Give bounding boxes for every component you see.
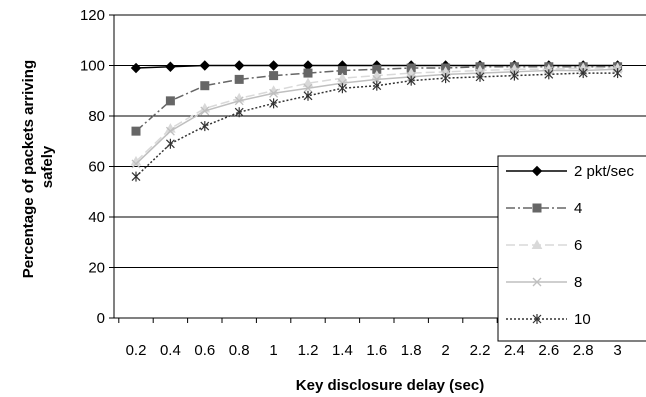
data-point	[199, 60, 211, 71]
data-point	[269, 88, 279, 98]
data-point	[544, 69, 554, 80]
x-tick-label: 2.6	[538, 342, 559, 359]
data-point	[131, 126, 141, 136]
x-tick-label: 1.2	[298, 342, 319, 359]
x-tick-label: 1.4	[332, 342, 353, 359]
legend-item: 6	[506, 237, 582, 254]
data-point	[337, 72, 348, 83]
y-tick-label: 100	[80, 58, 105, 75]
legend-item: 10	[506, 311, 591, 328]
legend-marker	[532, 277, 542, 287]
y-tick-label: 60	[88, 159, 105, 176]
x-tick-label: 1	[269, 342, 277, 359]
y-tick-label: 0	[97, 310, 105, 327]
y-tick-label: 80	[88, 108, 105, 125]
legend-item: 4	[506, 200, 582, 217]
data-point	[234, 107, 244, 118]
series-5	[131, 68, 623, 182]
legend-marker	[531, 239, 543, 249]
data-point	[234, 74, 244, 84]
x-tick-label: 1.8	[401, 342, 422, 359]
data-point	[372, 80, 382, 91]
x-tick-label: 0.8	[229, 342, 250, 359]
legend-label: 6	[574, 237, 582, 254]
data-point	[303, 83, 313, 93]
y-tick-label: 20	[88, 260, 105, 277]
data-point	[613, 68, 623, 79]
data-point	[302, 77, 314, 88]
legend-marker	[531, 165, 543, 177]
data-point	[475, 71, 485, 82]
data-point	[233, 60, 245, 71]
y-axis-ticks: 0 20 40 60 80 100 120	[80, 7, 114, 327]
data-point	[303, 68, 313, 78]
data-point	[406, 75, 416, 86]
x-tick-label: 2	[441, 342, 449, 359]
series-group	[130, 60, 623, 182]
data-point	[130, 62, 142, 74]
data-point	[131, 171, 141, 182]
legend-box	[497, 155, 646, 342]
data-point	[441, 73, 451, 84]
x-axis-title: Key disclosure delay (sec)	[296, 377, 484, 394]
legend-marker	[532, 203, 542, 213]
data-point	[200, 121, 210, 132]
x-axis-ticks: 0.2 0.4 0.6 0.8 1 1.2 1.4 1.6 1.8 2 2.2 2.4 2.6 2.8 3	[118, 318, 622, 359]
legend-label: 8	[574, 274, 582, 291]
x-tick-label: 0.4	[160, 342, 181, 359]
legend-label: 2 pkt/sec	[574, 163, 635, 180]
series-line	[135, 72, 618, 178]
x-tick-label: 1.6	[366, 342, 387, 359]
y-axis-title: Percentage of packets arriving safely	[20, 56, 56, 279]
data-point	[131, 159, 141, 169]
legend-marker	[532, 314, 542, 324]
data-point	[165, 126, 175, 136]
x-tick-label: 0.6	[194, 342, 215, 359]
data-point	[269, 71, 279, 81]
legend-label: 4	[574, 200, 582, 217]
data-point	[509, 70, 519, 81]
data-point	[372, 74, 382, 84]
data-point	[165, 61, 176, 72]
data-point	[268, 60, 279, 71]
data-point	[165, 96, 175, 106]
data-point	[303, 90, 313, 101]
x-tick-label: 2.8	[573, 342, 594, 359]
data-point	[234, 96, 244, 106]
legend: 2 pkt/sec 4 6 8 10	[497, 155, 646, 342]
y-axis-title-line-2: safely	[39, 145, 56, 188]
data-point	[200, 106, 210, 116]
x-tick-label: 0.2	[126, 342, 147, 359]
x-tick-label: 2.2	[470, 342, 491, 359]
y-tick-label: 120	[80, 7, 105, 24]
x-tick-label: 3	[613, 342, 621, 359]
data-point	[200, 81, 210, 91]
legend-item: 2 pkt/sec	[506, 163, 635, 180]
y-tick-label: 40	[88, 209, 105, 226]
data-point	[165, 138, 175, 149]
legend-item: 8	[506, 274, 582, 291]
data-point	[337, 83, 347, 94]
legend-label: 10	[574, 311, 591, 328]
y-axis-title-line-1: Percentage of packets arriving	[20, 60, 37, 278]
data-point	[578, 68, 588, 79]
data-point	[269, 98, 279, 109]
series-4	[131, 64, 623, 169]
x-tick-label: 2.4	[504, 342, 525, 359]
